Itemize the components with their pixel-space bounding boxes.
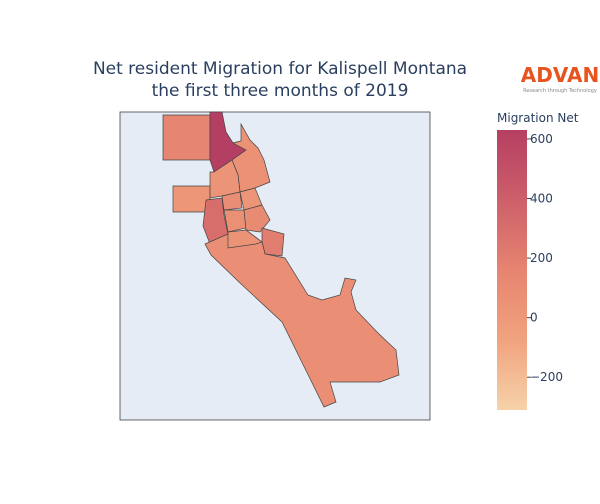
region <box>223 209 247 233</box>
colorbar-tick-label: 600 <box>530 132 553 146</box>
colorbar-tick-label: 0 <box>530 311 538 325</box>
title-line: the first three months of 2019 <box>152 81 409 101</box>
region <box>227 229 263 249</box>
region <box>221 191 243 211</box>
logo-tagline: Research through Technology <box>523 88 597 94</box>
title-line: Net resident Migration for Kalispell Mon… <box>93 59 467 79</box>
region <box>172 185 211 213</box>
logo: ADVAN <box>521 63 599 87</box>
region <box>243 204 271 233</box>
region <box>162 114 211 161</box>
region <box>261 227 285 257</box>
colorbar-tick-label: −200 <box>530 370 563 384</box>
region <box>204 229 400 408</box>
colorbar-tick-label: 200 <box>530 251 553 265</box>
colorbar-tick-label: 400 <box>530 192 553 206</box>
colorbar-title: Migration Net <box>497 111 579 125</box>
colorbar <box>497 130 527 410</box>
